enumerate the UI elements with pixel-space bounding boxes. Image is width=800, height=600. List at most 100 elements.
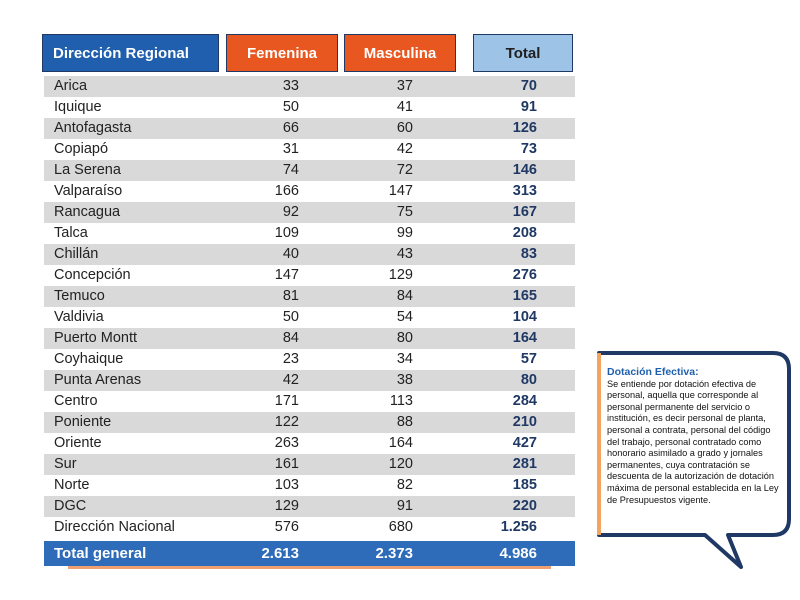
region-name: Antofagasta bbox=[54, 120, 132, 136]
masculina-value: 84 bbox=[396, 288, 413, 304]
femenina-value: 109 bbox=[274, 225, 299, 241]
masculina-value: 99 bbox=[396, 225, 413, 241]
femenina-value: 122 bbox=[274, 414, 299, 430]
region-name: Talca bbox=[54, 225, 88, 241]
masculina-value: 91 bbox=[396, 498, 413, 514]
total-value: 1.256 bbox=[500, 519, 537, 535]
masculina-value: 80 bbox=[396, 330, 413, 346]
masculina-value: 41 bbox=[396, 99, 413, 115]
masculina-value: 42 bbox=[396, 141, 413, 157]
table-row: Coyhaique 23 34 57 bbox=[44, 349, 575, 370]
total-general-masculina: 2.373 bbox=[375, 545, 413, 562]
region-name: Sur bbox=[54, 456, 77, 472]
masculina-value: 129 bbox=[388, 267, 413, 283]
femenina-value: 263 bbox=[274, 435, 299, 451]
femenina-value: 92 bbox=[282, 204, 299, 220]
table-row: DGC 129 91 220 bbox=[44, 496, 575, 517]
masculina-value: 72 bbox=[396, 162, 413, 178]
table-row: Oriente 263 164 427 bbox=[44, 433, 575, 454]
table-row: Punta Arenas 42 38 80 bbox=[44, 370, 575, 391]
region-name: Oriente bbox=[54, 435, 102, 451]
callout-body: Se entiende por dotación efectiva de per… bbox=[607, 378, 779, 505]
speech-bubble-icon bbox=[597, 351, 791, 569]
total-value: 83 bbox=[520, 246, 537, 262]
femenina-value: 50 bbox=[282, 309, 299, 325]
femenina-value: 23 bbox=[282, 351, 299, 367]
total-value: 210 bbox=[512, 414, 537, 430]
total-general-total: 4.986 bbox=[499, 545, 537, 562]
region-name: Poniente bbox=[54, 414, 112, 430]
table-row: Centro 171 113 284 bbox=[44, 391, 575, 412]
table-row: Valdivia 50 54 104 bbox=[44, 307, 575, 328]
femenina-value: 84 bbox=[282, 330, 299, 346]
region-name: La Serena bbox=[54, 162, 121, 178]
masculina-value: 43 bbox=[396, 246, 413, 262]
region-name: Rancagua bbox=[54, 204, 121, 220]
femenina-value: 129 bbox=[274, 498, 299, 514]
region-name: Dirección Nacional bbox=[54, 519, 175, 535]
masculina-value: 88 bbox=[396, 414, 413, 430]
femenina-value: 166 bbox=[274, 183, 299, 199]
total-general-row: Total general 2.613 2.373 4.986 bbox=[44, 541, 575, 566]
table-row: Copiapó 31 42 73 bbox=[44, 139, 575, 160]
region-name: Iquique bbox=[54, 99, 102, 115]
femenina-value: 576 bbox=[274, 519, 299, 535]
total-value: 208 bbox=[512, 225, 537, 241]
masculina-value: 164 bbox=[388, 435, 413, 451]
masculina-value: 34 bbox=[396, 351, 413, 367]
table-row: Norte 103 82 185 bbox=[44, 475, 575, 496]
callout-title: Dotación Efectiva: bbox=[607, 366, 699, 378]
masculina-value: 680 bbox=[388, 519, 413, 535]
table-row: Dirección Nacional 576 680 1.256 bbox=[44, 517, 575, 538]
total-value: 165 bbox=[512, 288, 537, 304]
region-name: Valparaíso bbox=[54, 183, 123, 199]
femenina-value: 42 bbox=[282, 372, 299, 388]
total-value: 427 bbox=[512, 435, 537, 451]
masculina-value: 120 bbox=[388, 456, 413, 472]
table-row: Poniente 122 88 210 bbox=[44, 412, 575, 433]
femenina-value: 103 bbox=[274, 477, 299, 493]
femenina-value: 33 bbox=[282, 78, 299, 94]
total-value: 91 bbox=[520, 99, 537, 115]
masculina-value: 113 bbox=[389, 393, 413, 409]
table-row: Rancagua 92 75 167 bbox=[44, 202, 575, 223]
total-value: 185 bbox=[512, 477, 537, 493]
table-row: Puerto Montt 84 80 164 bbox=[44, 328, 575, 349]
total-value: 146 bbox=[512, 162, 537, 178]
table-row: Iquique 50 41 91 bbox=[44, 97, 575, 118]
region-name: Norte bbox=[54, 477, 90, 493]
femenina-value: 31 bbox=[282, 141, 299, 157]
table-row: Sur 161 120 281 bbox=[44, 454, 575, 475]
table-row: Antofagasta 66 60 126 bbox=[44, 118, 575, 139]
total-value: 220 bbox=[512, 498, 537, 514]
femenina-value: 171 bbox=[274, 393, 299, 409]
masculina-value: 75 bbox=[396, 204, 413, 220]
total-value: 164 bbox=[512, 330, 537, 346]
dotacion-callout: Dotación Efectiva: Se entiende por dotac… bbox=[593, 349, 793, 579]
table-row: Temuco 81 84 165 bbox=[44, 286, 575, 307]
femenina-value: 66 bbox=[282, 120, 299, 136]
orange-underline bbox=[68, 566, 551, 569]
masculina-value: 147 bbox=[388, 183, 413, 199]
total-value: 104 bbox=[512, 309, 537, 325]
region-name: Valdivia bbox=[54, 309, 104, 325]
masculina-value: 37 bbox=[396, 78, 413, 94]
femenina-value: 40 bbox=[282, 246, 299, 262]
region-name: Punta Arenas bbox=[54, 372, 142, 388]
region-name: Coyhaique bbox=[54, 351, 124, 367]
region-name: Copiapó bbox=[54, 141, 109, 157]
total-general-femenina: 2.613 bbox=[261, 545, 299, 562]
region-name: Temuco bbox=[54, 288, 105, 304]
masculina-value: 38 bbox=[396, 372, 413, 388]
region-name: Concepción bbox=[54, 267, 131, 283]
masculina-value: 60 bbox=[396, 120, 413, 136]
table-row: Arica 33 37 70 bbox=[44, 76, 575, 97]
femenina-value: 161 bbox=[274, 456, 299, 472]
region-name: Centro bbox=[54, 393, 98, 409]
total-value: 126 bbox=[512, 120, 537, 136]
header-total: Total bbox=[473, 34, 573, 72]
masculina-value: 82 bbox=[396, 477, 413, 493]
masculina-value: 54 bbox=[396, 309, 413, 325]
femenina-value: 74 bbox=[282, 162, 299, 178]
total-general-label: Total general bbox=[54, 545, 147, 562]
